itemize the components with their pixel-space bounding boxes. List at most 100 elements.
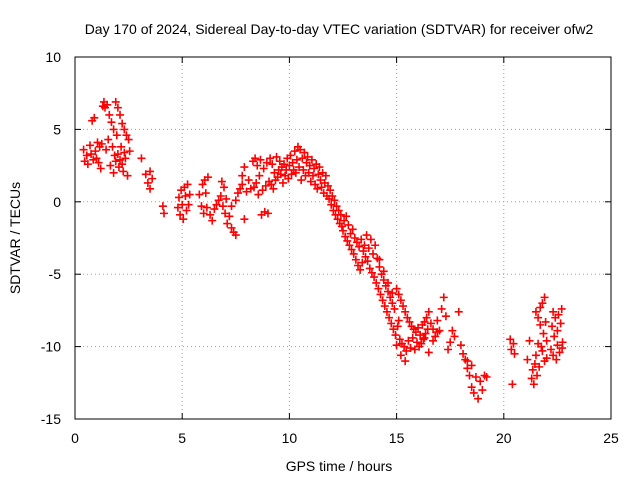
y-tick-label: -10 [41,339,61,355]
data-point [540,357,549,366]
data-point [267,180,276,189]
data-point [405,317,414,326]
data-point [533,371,542,380]
data-point [146,167,155,176]
data-point [103,100,112,109]
data-point [238,180,247,189]
data-point [276,170,285,179]
data-point [366,235,375,244]
data-point [173,203,182,212]
data-point [474,394,483,403]
data-point [410,345,419,354]
data-point [523,355,532,364]
data-point [363,257,372,266]
data-point [347,245,356,254]
data-point [218,202,227,211]
data-point [534,313,543,322]
data-point [431,332,440,341]
data-point [282,165,291,174]
data-point [414,323,423,332]
data-point [556,319,565,328]
data-point [231,196,240,205]
data-point [240,163,249,172]
data-point [111,97,120,106]
data-point [376,290,385,299]
data-point [287,170,296,179]
data-point [459,349,468,358]
data-point [374,284,383,293]
data-point [183,180,192,189]
data-point [476,377,485,386]
data-point [339,226,347,235]
data-point [148,174,157,183]
data-point [87,150,96,159]
data-point [270,168,279,177]
data-point [404,336,413,345]
data-point [375,262,384,271]
data-point [104,135,113,144]
data-point [345,241,354,250]
data-point [463,364,472,373]
x-tick-label: 0 [71,430,79,446]
data-point [367,268,376,277]
data-point [159,209,168,218]
data-point [482,373,491,382]
x-tick-label: 5 [178,430,186,446]
data-point [346,229,355,238]
data-point [118,119,127,128]
data-point [105,110,114,119]
data-point [478,386,487,395]
data-point [378,296,387,305]
data-point [454,307,463,316]
data-point [299,165,308,174]
data-point [352,238,361,247]
data-point [93,138,102,147]
data-point [362,231,371,240]
data-point [286,151,295,160]
data-point [332,202,341,211]
data-point [336,210,345,219]
data-point [317,183,326,192]
data-point [326,186,335,195]
data-point [94,158,103,167]
data-points [79,97,567,403]
data-point [86,141,95,150]
data-point [261,181,270,190]
data-point [469,388,478,397]
data-point [307,155,316,164]
data-point [297,176,306,185]
data-point [337,222,346,231]
data-point [199,209,208,218]
data-point [350,234,359,242]
data-point [198,180,207,189]
data-point [197,202,206,211]
y-tick-label: -5 [49,266,62,282]
x-tick-label: 15 [389,430,405,446]
data-point [278,178,287,187]
data-point [351,255,360,264]
data-point [308,171,317,180]
data-point [222,194,231,203]
data-point [223,219,232,228]
data-point [369,249,378,258]
data-point [208,216,217,225]
data-point [402,346,411,355]
data-point [557,304,566,313]
data-point [272,152,281,161]
data-point [143,178,152,187]
data-point [552,355,561,364]
data-point [238,171,247,180]
data-point [546,345,555,354]
data-point [266,154,275,163]
data-point [334,206,343,215]
data-point [380,302,389,311]
data-point [227,223,236,232]
data-point [102,145,111,154]
data-point [463,357,472,366]
data-point [206,210,215,219]
data-point [538,299,547,308]
data-point [116,155,125,164]
data-point [420,333,429,342]
data-point [361,252,370,261]
data-point [467,361,476,370]
